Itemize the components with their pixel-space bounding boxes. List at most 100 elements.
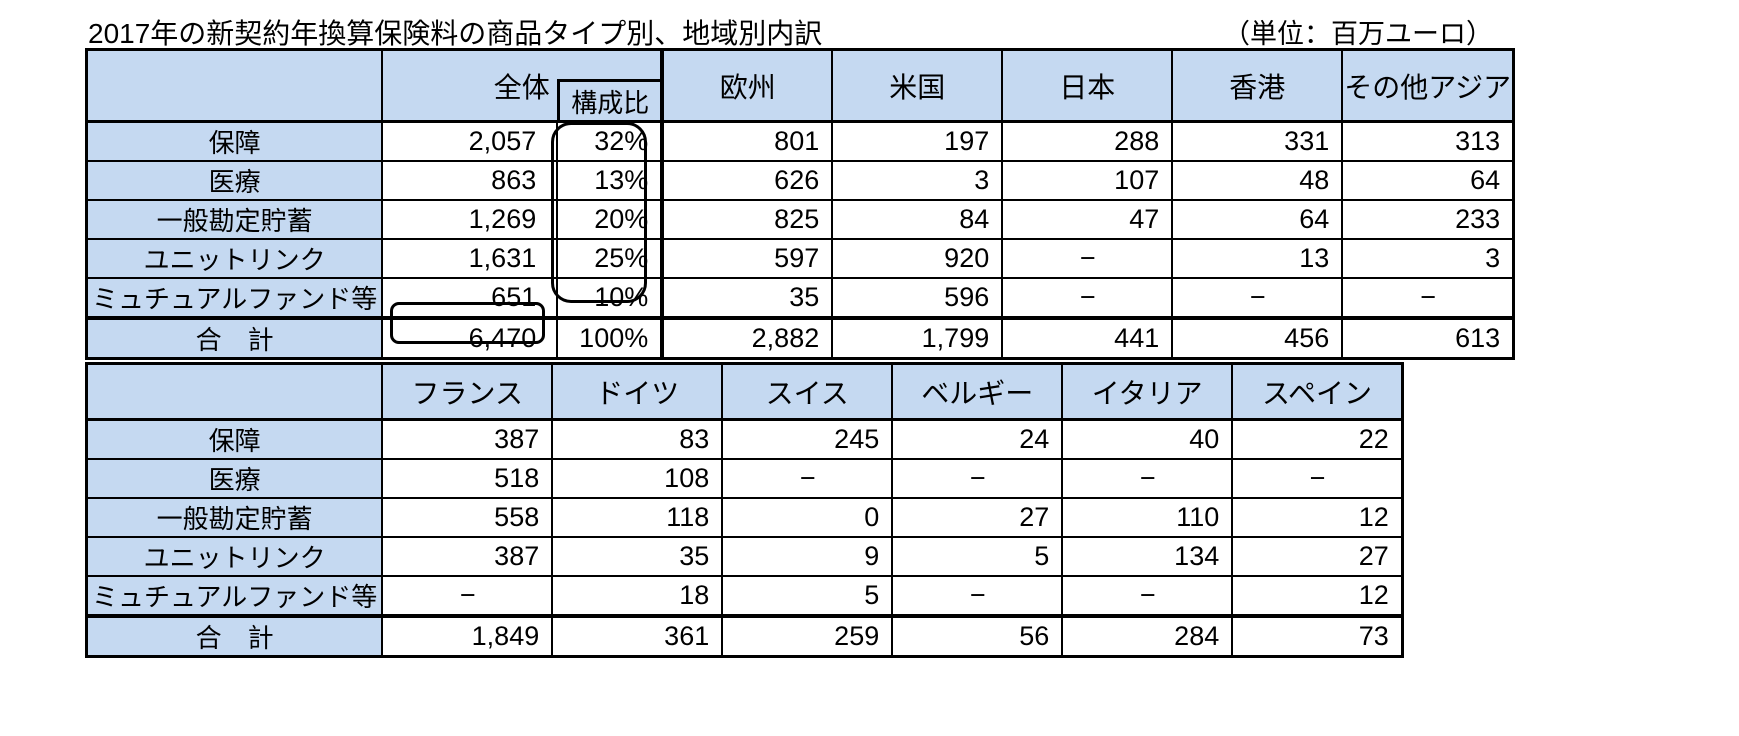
- data-cell: 331: [1171, 120, 1344, 162]
- table-row: ユニットリンク 387 35 9 5 134 27: [85, 536, 1404, 577]
- data-cell: 83: [551, 418, 724, 460]
- table-row: 一般勘定貯蓄 558 118 0 27 110 12: [85, 497, 1404, 538]
- data-cell: 24: [891, 418, 1064, 460]
- data-cell: 32%: [556, 120, 665, 162]
- col-header-switzerland: スイス: [721, 362, 894, 421]
- data-cell: 107: [1001, 160, 1174, 201]
- data-cell: 920: [831, 238, 1004, 279]
- data-cell: 1,269: [381, 199, 559, 240]
- data-cell: 35: [551, 536, 724, 577]
- overall-header-label: 全体: [493, 71, 550, 103]
- data-cell: 12: [1231, 575, 1404, 617]
- data-cell: 10%: [556, 277, 665, 319]
- table-row: ユニットリンク 1,631 25% 597 920−13 3: [85, 238, 1515, 279]
- data-cell: 3: [1341, 238, 1515, 279]
- data-cell: 456: [1171, 316, 1344, 360]
- col-header-other-asia: その他アジア: [1341, 48, 1515, 123]
- row-label: 合 計: [85, 316, 384, 360]
- data-cell: 9: [721, 536, 894, 577]
- col-header-italy: イタリア: [1061, 362, 1234, 421]
- row-label: ユニットリンク: [85, 536, 384, 577]
- unit-note: （単位：百万ユーロ）: [1223, 19, 1493, 49]
- table-row: ミュチュアルファンド等 −18 5− −12: [85, 575, 1404, 617]
- table1-header-row: 全体 構成比 欧州 米国 日本 香港 その他アジア: [85, 48, 1515, 123]
- data-cell: −: [721, 458, 894, 499]
- data-cell: 259: [721, 614, 894, 658]
- data-cell: 313: [1341, 120, 1515, 162]
- data-cell: −: [1231, 458, 1404, 499]
- data-cell: 441: [1001, 316, 1174, 360]
- data-cell: 613: [1341, 316, 1515, 360]
- data-cell: 100%: [556, 316, 665, 360]
- data-cell: 245: [721, 418, 894, 460]
- data-cell: 110: [1061, 497, 1234, 538]
- data-cell: −: [1001, 238, 1174, 279]
- data-cell: 3: [831, 160, 1004, 201]
- data-cell: 2,882: [661, 316, 834, 360]
- col-header-ratio: 構成比: [557, 79, 659, 119]
- col-header-overall: 全体 構成比: [381, 48, 665, 123]
- table-row: 医療 863 13% 626 3 107 48 64: [85, 160, 1515, 201]
- data-cell: 361: [551, 614, 724, 658]
- data-cell: −: [1171, 277, 1344, 319]
- page-title: 2017年の新契約年換算保険料の商品タイプ別、地域別内訳: [88, 18, 823, 49]
- table-by-european-country: フランス ドイツ スイス ベルギー イタリア スペイン 保障 387 83 245 24…: [85, 362, 1404, 658]
- data-cell: 73: [1231, 614, 1404, 658]
- data-cell: 12: [1231, 497, 1404, 538]
- data-cell: 626: [661, 160, 834, 201]
- row-label: 医療: [85, 458, 384, 499]
- row-label: ミュチュアルファンド等: [85, 277, 384, 319]
- data-cell: 13%: [556, 160, 665, 201]
- data-cell: 40: [1061, 418, 1234, 460]
- col-header-europe: 欧州: [661, 48, 834, 123]
- data-cell: 0: [721, 497, 894, 538]
- data-cell: 596: [831, 277, 1004, 319]
- data-cell: 863: [381, 160, 559, 201]
- data-cell: 2,057: [381, 120, 559, 162]
- data-cell: 27: [1231, 536, 1404, 577]
- data-cell: 387: [381, 536, 554, 577]
- data-cell: 801: [661, 120, 834, 162]
- data-cell: 22: [1231, 418, 1404, 460]
- data-cell: 64: [1171, 199, 1344, 240]
- data-cell: 13: [1171, 238, 1344, 279]
- col-header-spain: スペイン: [1231, 362, 1404, 421]
- data-cell: −: [1001, 277, 1174, 319]
- table-row: 一般勘定貯蓄 1,269 20% 825 84 47 64 233: [85, 199, 1515, 240]
- col-header-us: 米国: [831, 48, 1004, 123]
- data-cell: 518: [381, 458, 554, 499]
- data-cell: −: [1061, 575, 1234, 617]
- data-cell: 197: [831, 120, 1004, 162]
- row-label: 医療: [85, 160, 384, 201]
- data-cell: 5: [721, 575, 894, 617]
- data-cell: 597: [661, 238, 834, 279]
- table-row: 保障 387 83 245 24 40 22: [85, 418, 1404, 460]
- data-cell: 651: [381, 277, 559, 319]
- data-cell: −: [1061, 458, 1234, 499]
- data-cell: −: [891, 458, 1064, 499]
- data-cell: 387: [381, 418, 554, 460]
- col-header-belgium: ベルギー: [891, 362, 1064, 421]
- data-cell: 5: [891, 536, 1064, 577]
- data-cell: 284: [1061, 614, 1234, 658]
- table2-corner-cell: [85, 362, 384, 421]
- data-cell: 1,631: [381, 238, 559, 279]
- table-row: 合 計 1,849 361 259 56 284 73: [85, 614, 1404, 658]
- table-by-region: 全体 構成比 欧州 米国 日本 香港 その他アジア 保障 2,057 32% 801 1…: [85, 48, 1516, 360]
- row-label: ユニットリンク: [85, 238, 384, 279]
- data-cell: −: [1341, 277, 1515, 319]
- data-cell: 134: [1061, 536, 1234, 577]
- data-cell: 27: [891, 497, 1064, 538]
- data-cell: 1,849: [381, 614, 554, 658]
- row-label: 合 計: [85, 614, 384, 658]
- col-header-france: フランス: [381, 362, 554, 421]
- table-row: 保障 2,057 32% 801 197 288 331 313: [85, 120, 1515, 162]
- data-cell: 288: [1001, 120, 1174, 162]
- data-cell: 118: [551, 497, 724, 538]
- table-row: 合 計 6,470 100% 2,882 1,799 441 456 613: [85, 316, 1515, 360]
- data-cell: 84: [831, 199, 1004, 240]
- data-cell: 35: [661, 277, 834, 319]
- col-header-japan: 日本: [1001, 48, 1174, 123]
- row-label: 保障: [85, 120, 384, 162]
